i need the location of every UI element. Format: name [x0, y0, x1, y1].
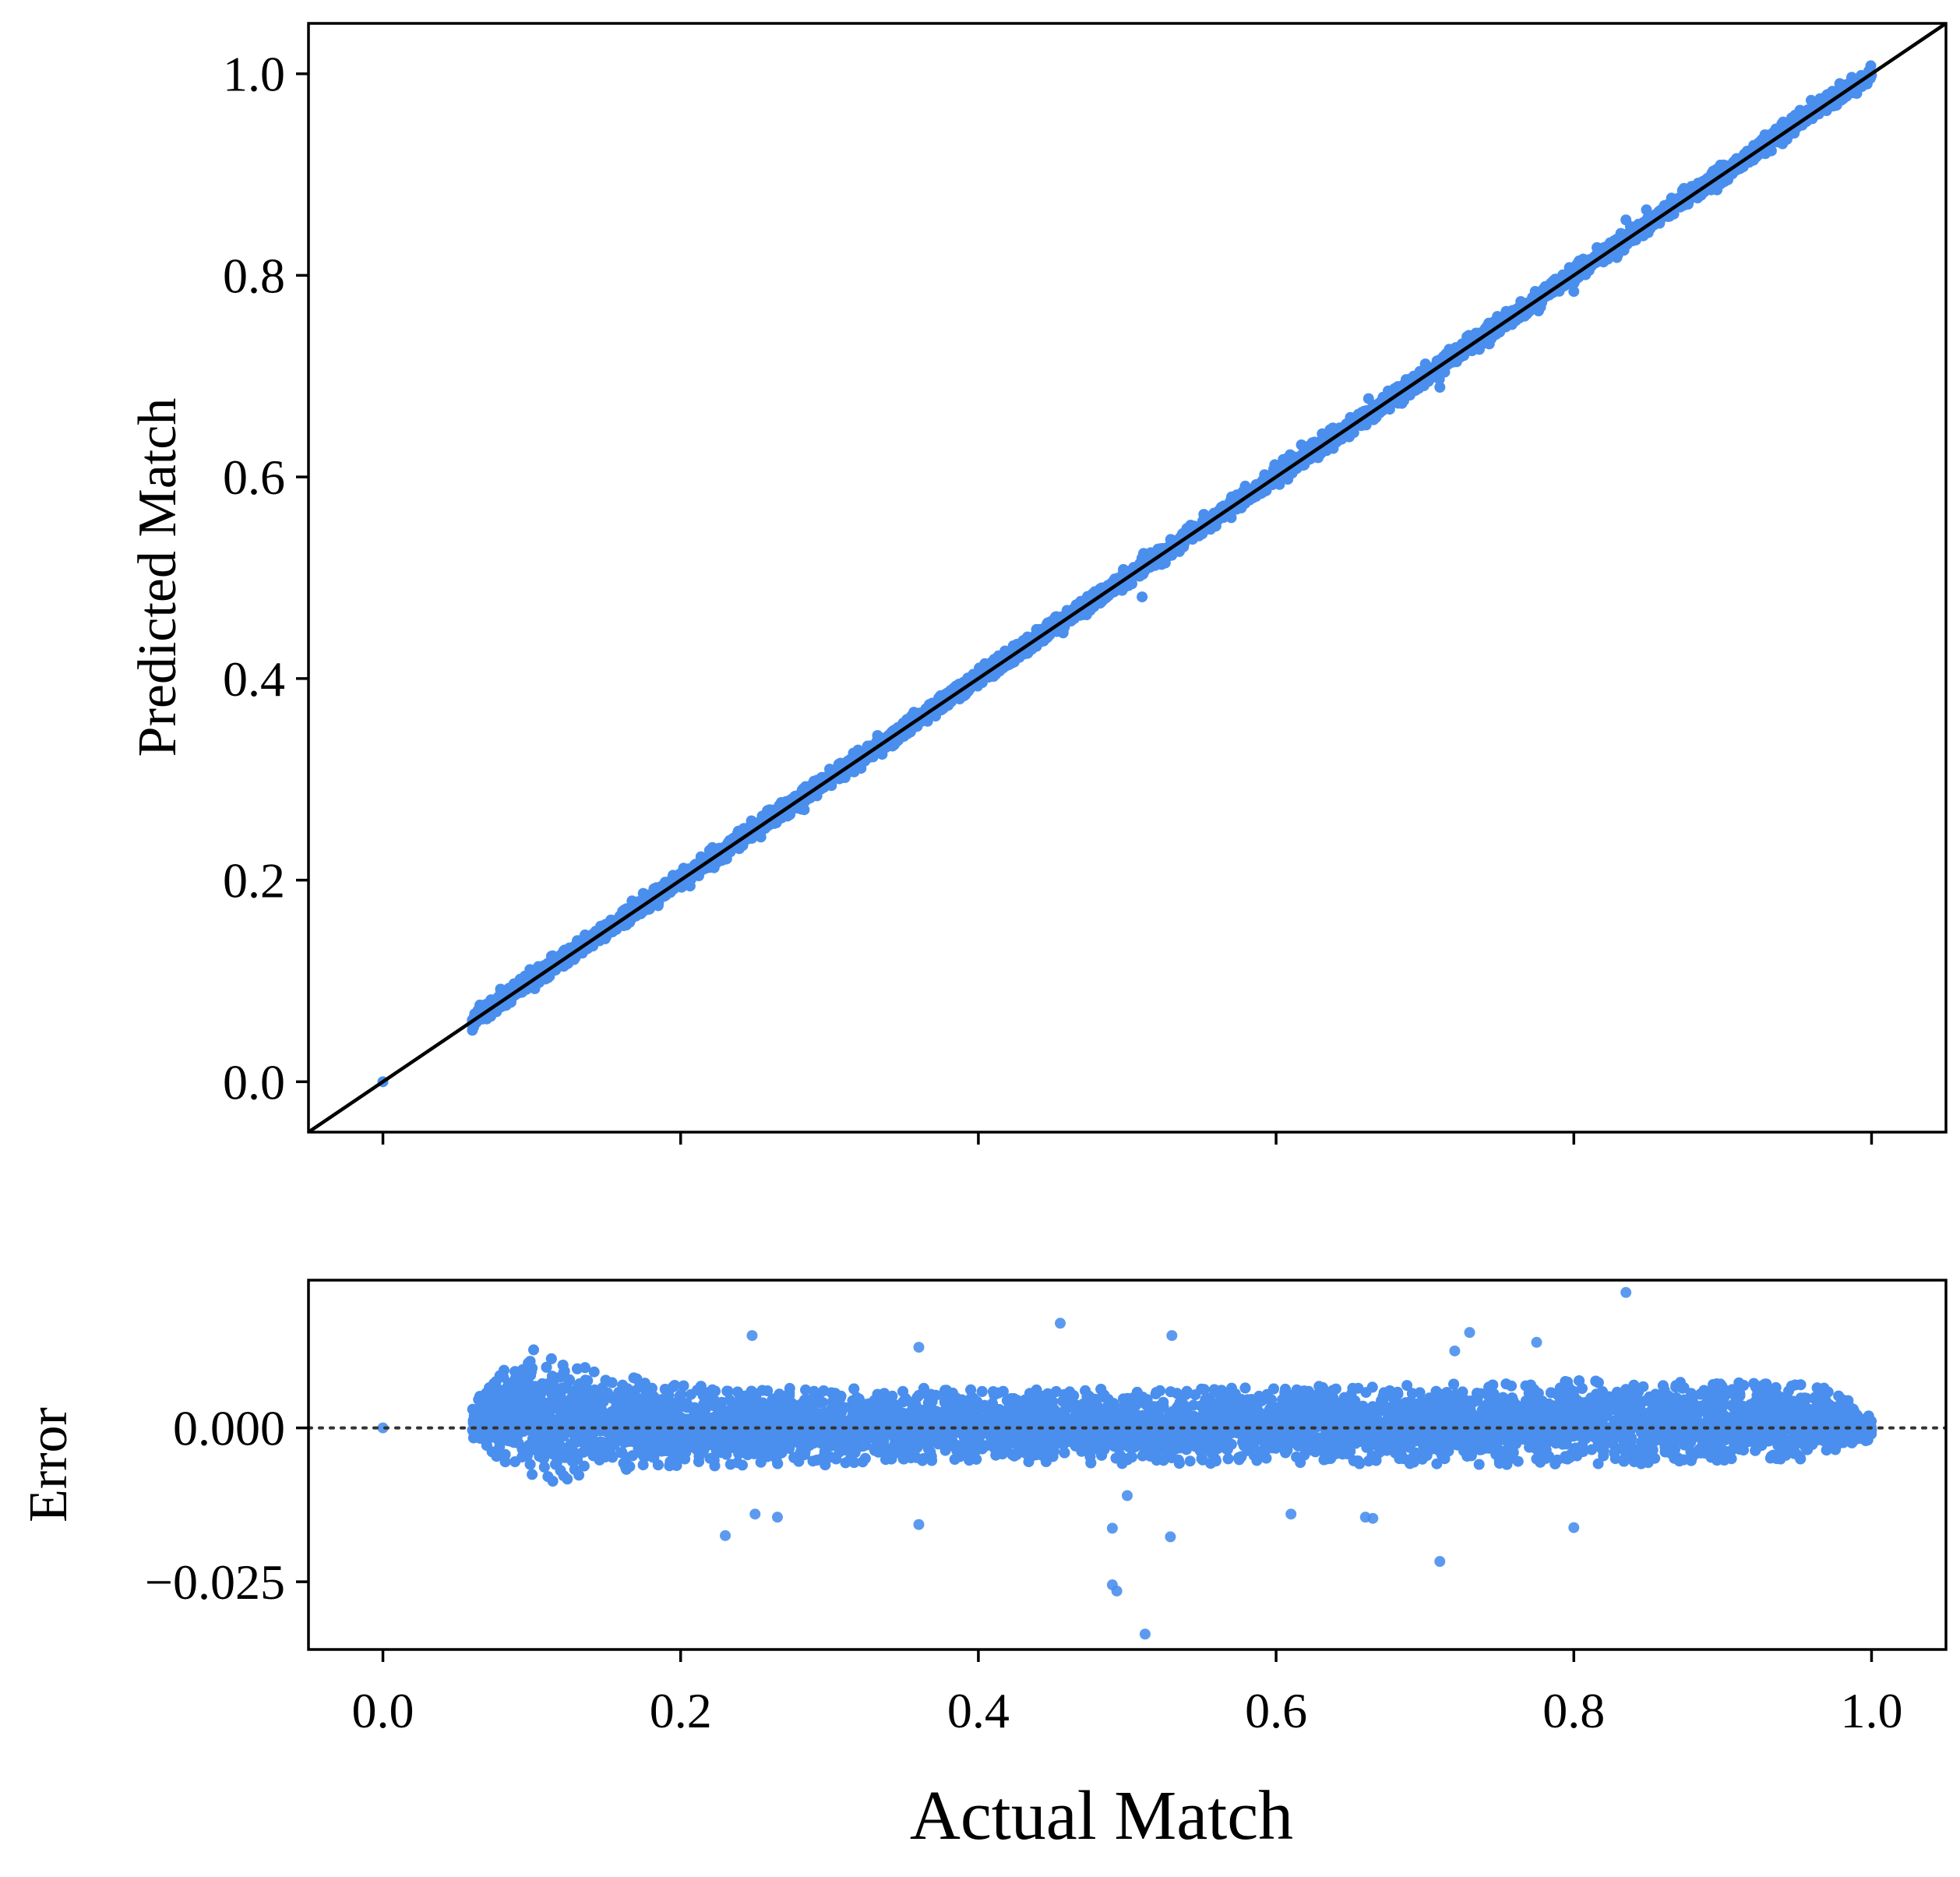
prediction-point — [1270, 463, 1281, 475]
prediction-point — [1641, 204, 1652, 216]
prediction-point — [1174, 544, 1186, 556]
prediction-point — [980, 659, 992, 670]
prediction-point — [1461, 331, 1473, 343]
prediction-point — [901, 728, 913, 739]
prediction-point — [1031, 623, 1042, 635]
prediction-point — [1419, 364, 1430, 376]
prediction-point — [1692, 178, 1704, 189]
prediction-point — [1781, 133, 1793, 145]
prediction-point — [547, 950, 559, 961]
prediction-point — [1116, 584, 1128, 596]
prediction-point — [1497, 311, 1509, 323]
prediction-point — [1008, 641, 1020, 653]
prediction-point — [1711, 184, 1723, 196]
prediction-point — [908, 707, 920, 718]
prediction-point — [855, 763, 867, 774]
prediction-point — [684, 880, 696, 892]
prediction-point — [933, 692, 945, 704]
top-panel: 0.00.20.40.60.81.0 Predicted Match — [128, 22, 1948, 1145]
prediction-point — [901, 714, 913, 725]
